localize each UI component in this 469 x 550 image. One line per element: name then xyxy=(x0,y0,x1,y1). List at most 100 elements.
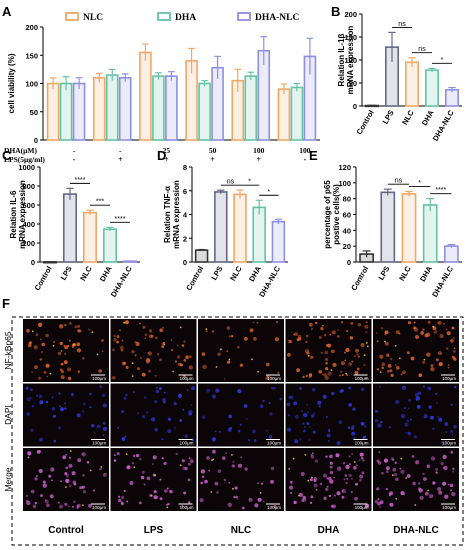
cell-spot xyxy=(74,325,78,329)
bright-spot xyxy=(65,486,67,488)
cell-spot xyxy=(347,426,351,430)
cell-spot xyxy=(389,369,393,373)
cell-spot xyxy=(306,411,309,414)
cell-spot xyxy=(435,358,439,362)
cell-spot xyxy=(101,393,106,397)
cell-spot xyxy=(77,370,80,373)
cell-spot xyxy=(343,478,346,481)
panel-d-y-tick-label: 0 xyxy=(183,258,187,267)
panel-f-image-tile: 100μm xyxy=(198,448,284,511)
bright-spot xyxy=(330,369,333,371)
panel-c-dha-bar xyxy=(103,228,118,263)
cell-spot xyxy=(273,386,276,390)
cell-spot xyxy=(39,437,43,442)
panel-a-dha-row-label: DHA(μM) xyxy=(4,146,37,155)
cell-spot xyxy=(329,470,334,475)
cell-spot xyxy=(96,424,101,429)
cell-spot xyxy=(279,397,283,401)
cell-spot xyxy=(116,452,120,456)
panel-c-chart: 0 200 400 600 800 1000 Relation IL-6 mRNA expre… xyxy=(9,163,140,299)
bright-spot xyxy=(414,504,417,506)
cell-spot xyxy=(446,331,451,336)
panel-a-legend-swatch xyxy=(237,12,251,21)
cell-spot xyxy=(217,469,221,473)
cell-spot xyxy=(162,341,166,345)
cell-spot xyxy=(376,340,379,343)
cell-spot xyxy=(436,402,438,404)
cell-spot xyxy=(163,391,166,394)
cell-spot xyxy=(30,388,33,392)
panel-a-dha-bar xyxy=(152,75,165,141)
cell-spot xyxy=(125,393,128,397)
cell-spot xyxy=(422,360,426,364)
cell-spot xyxy=(34,501,37,505)
cell-spot xyxy=(415,460,420,465)
cell-spot xyxy=(325,416,328,418)
cell-spot xyxy=(305,374,309,378)
cell-spot xyxy=(324,334,327,337)
cell-spot xyxy=(351,431,356,436)
cell-spot xyxy=(388,426,391,429)
panel-d-control-bar xyxy=(194,249,209,263)
cell-spot xyxy=(142,415,146,419)
cell-spot xyxy=(306,351,310,355)
cell-spot xyxy=(252,429,256,434)
cell-spot xyxy=(44,499,47,502)
cell-spot xyxy=(30,428,34,432)
cell-spot xyxy=(38,394,43,399)
cell-spot xyxy=(163,461,167,466)
cell-spot xyxy=(287,414,291,417)
cell-spot xyxy=(155,389,160,394)
cell-spot xyxy=(323,496,327,500)
cell-spot xyxy=(444,494,449,499)
cell-spot xyxy=(102,426,108,432)
cell-spot xyxy=(92,489,95,492)
panel-b-x-tick-label: Control xyxy=(355,109,376,137)
cell-spot xyxy=(287,353,291,357)
cell-spot xyxy=(43,484,46,486)
cell-spot xyxy=(162,397,167,402)
cell-spot xyxy=(270,480,274,484)
bright-spot xyxy=(259,492,262,494)
panel-f-image-tile: 100μm xyxy=(23,319,109,382)
cell-spot xyxy=(140,475,145,480)
cell-spot xyxy=(329,479,334,484)
cell-spot xyxy=(58,392,61,395)
panel-e-x-tick-label: DHA xyxy=(418,264,434,283)
cell-spot xyxy=(374,409,379,413)
cell-spot xyxy=(358,355,360,358)
cell-spot xyxy=(351,360,354,363)
cell-spot xyxy=(348,403,352,407)
cell-spot xyxy=(123,397,127,400)
bright-spot xyxy=(69,450,72,452)
bright-spot xyxy=(304,454,307,456)
cell-spot xyxy=(126,500,129,503)
scale-bar-label: 100μm xyxy=(92,376,106,381)
cell-spot xyxy=(413,435,417,439)
cell-spot xyxy=(233,495,236,499)
panel-d-x-tick-label: LPS xyxy=(209,265,224,282)
cell-spot xyxy=(26,500,31,506)
cell-spot xyxy=(159,497,163,501)
panel-b-y-label: mRNA expression xyxy=(346,26,355,95)
cell-spot xyxy=(257,497,262,502)
panel-a-nlc-bar xyxy=(92,77,106,141)
cell-spot xyxy=(401,385,407,390)
panel-f-column-label: LPS xyxy=(144,525,164,536)
cell-spot xyxy=(355,482,358,486)
cell-spot xyxy=(244,336,248,341)
bright-spot xyxy=(405,477,408,479)
bright-spot xyxy=(82,504,84,506)
cell-spot xyxy=(81,410,85,413)
cell-spot xyxy=(218,430,221,433)
cell-spot xyxy=(430,364,434,368)
cell-spot xyxy=(400,491,405,496)
cell-spot xyxy=(312,430,316,434)
panel-a-legend-label: DHA xyxy=(175,13,196,23)
cell-spot xyxy=(349,336,354,340)
cell-spot xyxy=(290,491,293,495)
cell-spot xyxy=(386,369,390,373)
cell-spot xyxy=(29,396,32,399)
cell-spot xyxy=(159,478,162,481)
cell-spot xyxy=(309,322,313,327)
